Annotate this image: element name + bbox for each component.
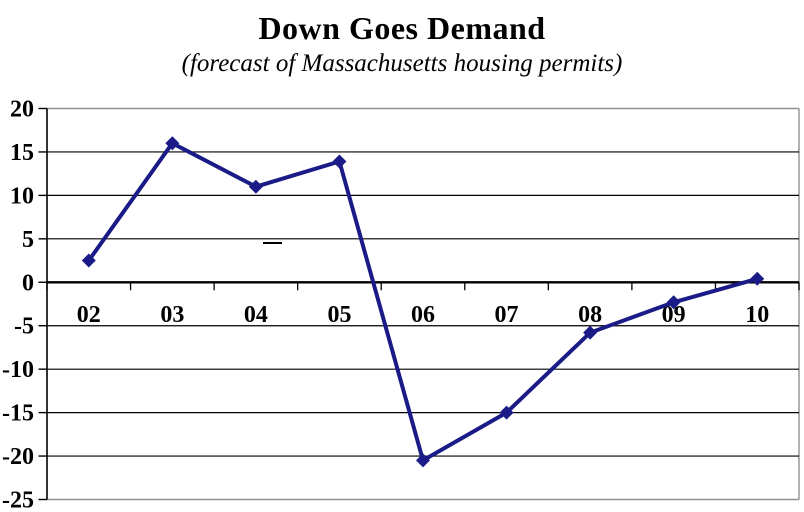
data-point-marker-07 bbox=[499, 405, 514, 420]
y-tick-label-10: 10 bbox=[10, 183, 34, 209]
x-category-label-10: 10 bbox=[745, 302, 769, 328]
data-point-marker-06 bbox=[416, 453, 430, 468]
data-point-marker-10 bbox=[750, 271, 765, 286]
x-category-label-06: 06 bbox=[411, 302, 435, 328]
chart-title: Down Goes Demand bbox=[258, 10, 546, 46]
x-category-label-08: 08 bbox=[578, 302, 602, 328]
x-category-label-03: 03 bbox=[160, 302, 184, 328]
data-point-marker-03 bbox=[165, 136, 180, 151]
data-point-marker-05 bbox=[332, 154, 347, 169]
y-tick-label-15: 15 bbox=[10, 140, 34, 166]
chart-subtitle: (forecast of Massachusetts housing permi… bbox=[181, 50, 623, 77]
y-tick-label-0: 0 bbox=[22, 270, 34, 296]
y-tick-label-5: 5 bbox=[22, 227, 34, 253]
y-tick-label--20: -20 bbox=[2, 444, 34, 470]
data-point-marker-09 bbox=[666, 295, 681, 310]
y-tick-label--10: -10 bbox=[2, 357, 34, 383]
y-tick-label--25: -25 bbox=[2, 488, 34, 512]
x-category-label-07: 07 bbox=[495, 302, 519, 328]
stray-dash-artifact bbox=[263, 242, 282, 244]
x-category-label-04: 04 bbox=[244, 302, 268, 328]
data-point-marker-08 bbox=[583, 325, 598, 340]
data-point-marker-02 bbox=[81, 253, 96, 268]
x-category-label-02: 02 bbox=[77, 302, 101, 328]
x-category-label-05: 05 bbox=[327, 302, 351, 328]
y-tick-label-20: 20 bbox=[10, 97, 34, 123]
data-point-marker-04 bbox=[248, 179, 263, 194]
y-tick-label--15: -15 bbox=[2, 401, 34, 427]
y-tick-label--5: -5 bbox=[14, 314, 34, 340]
